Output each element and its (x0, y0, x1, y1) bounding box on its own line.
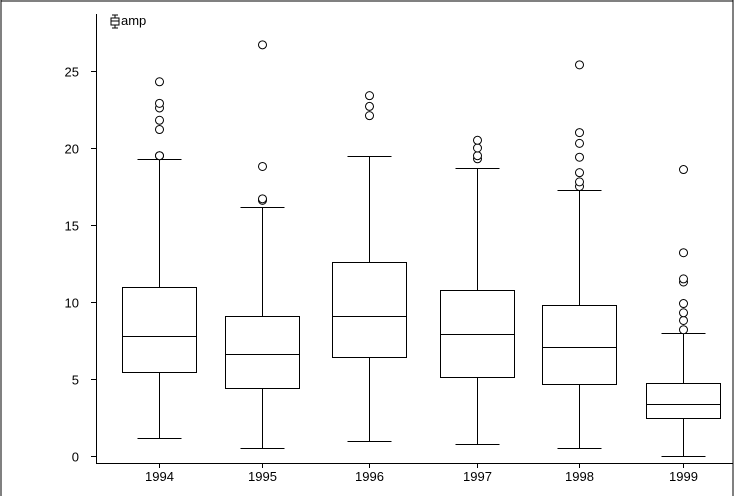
x-tick-label: 1998 (565, 469, 594, 484)
box-series (122, 40, 721, 457)
outlier-point (258, 161, 267, 171)
outlier-point (365, 91, 374, 101)
outlier-point (575, 60, 584, 70)
outlier-point (575, 177, 584, 187)
outlier-point (575, 152, 584, 162)
outlier-point (258, 40, 267, 50)
outlier-point (155, 77, 164, 87)
y-tick-label: 15 (65, 219, 79, 234)
outlier-point (365, 111, 374, 121)
box-1996 (332, 91, 407, 442)
box-1999 (646, 165, 721, 457)
outlier-point (679, 308, 688, 318)
outlier-point (679, 325, 688, 335)
x-tick-label: 1994 (145, 469, 174, 484)
x-tick-label: 1995 (248, 469, 277, 484)
y-tick-label: 25 (65, 65, 79, 80)
outlier-point (679, 315, 688, 325)
outlier-point (155, 151, 164, 161)
iqr-box (332, 262, 407, 358)
outlier-point (679, 299, 688, 309)
y-axis-ticks: 0 5 10 15 20 25 (65, 65, 96, 465)
iqr-box (646, 383, 721, 419)
iqr-box (542, 305, 617, 385)
box-1998 (542, 60, 617, 449)
outlier-point (473, 143, 482, 153)
y-tick-label: 5 (72, 373, 79, 388)
iqr-box (122, 287, 197, 373)
box-1997 (440, 135, 515, 445)
outlier-point (258, 194, 267, 204)
outlier-point (679, 274, 688, 284)
outlier-point (575, 138, 584, 148)
outlier-point (155, 98, 164, 108)
outlier-point (473, 135, 482, 145)
boxplot-icon (110, 14, 120, 29)
y-tick-label: 0 (72, 450, 79, 465)
x-tick-label: 1997 (463, 469, 492, 484)
outlier-point (365, 101, 374, 111)
y-tick-label: 20 (65, 142, 79, 157)
x-tick-label: 1996 (355, 469, 384, 484)
y-tick-label: 10 (65, 296, 79, 311)
outlier-point (679, 165, 688, 175)
outlier-point (575, 168, 584, 178)
iqr-box (225, 316, 300, 389)
outlier-point (679, 248, 688, 258)
outlier-point (473, 151, 482, 161)
legend-label: amp (121, 13, 146, 28)
outlier-point (575, 128, 584, 138)
box-1995 (225, 40, 300, 449)
x-axis-ticks: 1994 1995 1996 1997 1998 1999 (145, 463, 698, 484)
x-tick-label: 1999 (669, 469, 698, 484)
outlier-point (155, 125, 164, 135)
box-1994 (122, 77, 197, 439)
outlier-point (155, 115, 164, 125)
legend: amp (110, 13, 146, 29)
